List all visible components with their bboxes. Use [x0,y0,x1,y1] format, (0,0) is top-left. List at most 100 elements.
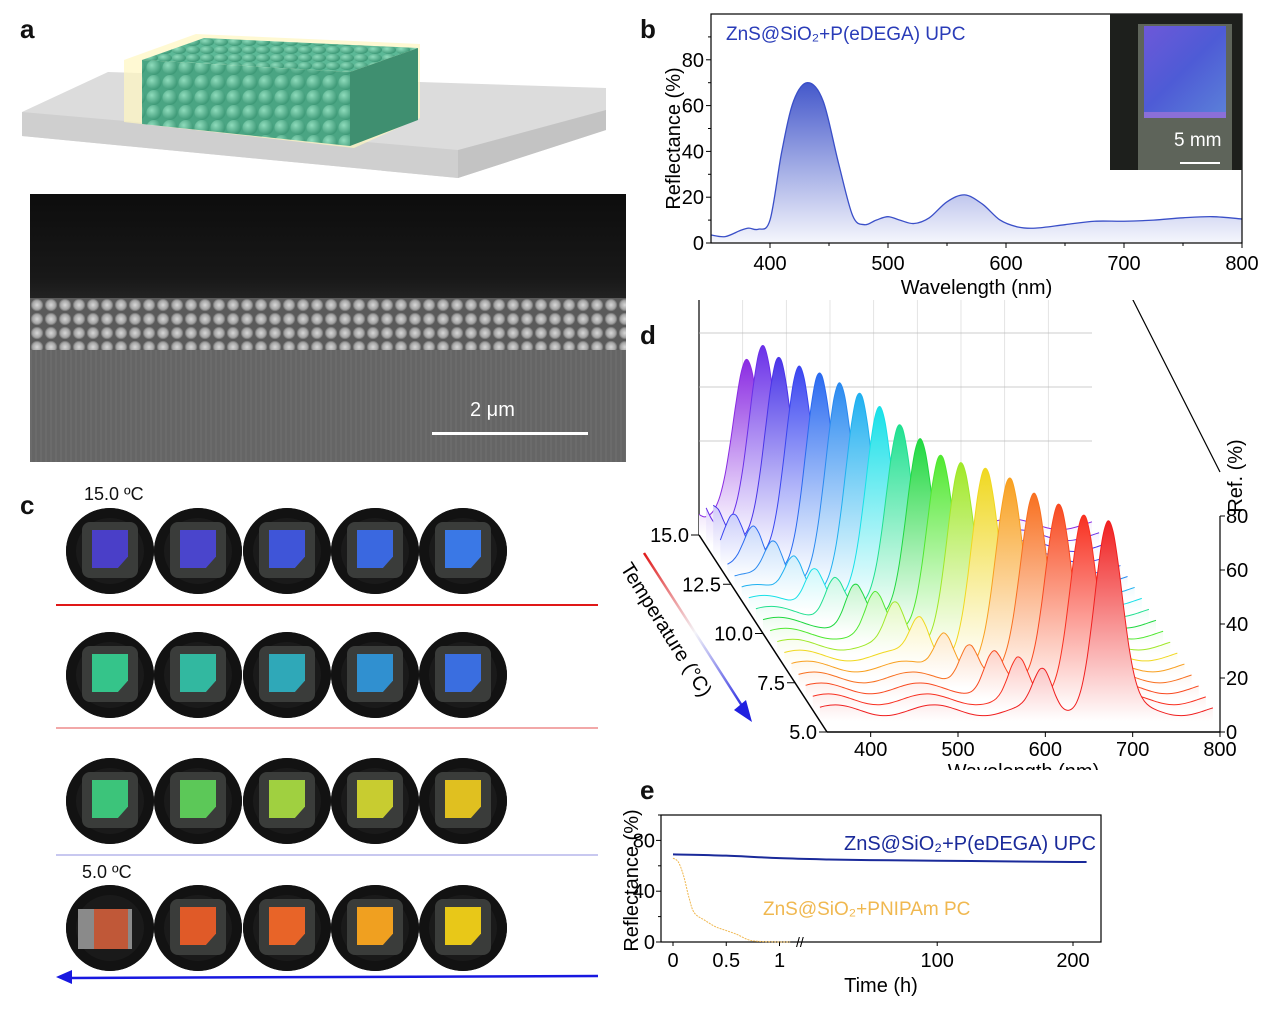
sem-cross-section-image: 2 μm [30,194,626,462]
sample-dish-photo [243,508,331,594]
spectrum-line [710,82,1243,238]
chart-d: 400 500 600 700 800 5.0 7.5 10.0 12.5 15.0 0 20 40 60… [620,300,1248,770]
x-axis-label: Wavelength (nm) [901,277,1053,299]
colored-film [92,530,128,568]
chart-b: 400 500 600 700 800 0 20 40 60 80 Wavelength (nm) R… [663,13,1259,299]
temperature-tick-label: 7.5 [757,673,785,695]
x-tick-label: 500 [941,739,974,761]
sphere-layer-front [142,60,350,146]
sample-dish-photo [243,885,331,971]
z-tick-label: 20 [1226,668,1248,690]
axis-break-icon: // [796,934,804,950]
colored-film [269,530,305,568]
colored-film [92,654,128,692]
sample-dish-photo [66,632,154,718]
sem-background [30,194,626,298]
sample-dish-photo [419,508,507,594]
temperature-photo-grid: 15.0 ºC 5.0 ºC [0,480,620,1012]
colored-film [269,654,305,692]
z-tick-label: 0 [1226,722,1237,744]
sample-dish-photo [66,758,154,844]
inset-scale-bar [1180,162,1220,164]
panel-label-b: b [640,14,656,44]
panel-label-d: d [640,320,656,350]
serpentine-arrow [55,604,599,984]
panel-label-a: a [20,14,35,44]
spectrum-fill [791,478,1185,678]
series-line [672,857,791,943]
x-tick-label: 600 [1029,739,1062,761]
colored-film [445,780,481,818]
sem-substrate [30,350,626,462]
colored-film [180,654,216,692]
glass-substrate-side [458,110,606,178]
sample-dish-photo [331,758,419,844]
series-line [672,853,1087,864]
x-tick-label: 600 [989,253,1022,275]
panel-label-c: c [20,490,35,520]
sphere-layer-side [350,48,418,146]
x-tick-label: 500 [871,253,904,275]
colored-film [445,654,481,692]
chart-e: 0 40 80 0 0.5 1 100 200 // Time (h) Reflectance (%… [621,809,1102,997]
temperature-direction-arrow [642,552,748,713]
plot-frame [660,814,1102,943]
inset-scale-label: 5 mm [1174,130,1222,151]
series-label: ZnS@SiO₂+P(eDEGA) UPC [844,833,1096,855]
sample-dish-photo [419,758,507,844]
y-tick-label: 0 [644,932,655,954]
y-tick-label: 80 [633,830,655,852]
spectrum-fill [819,520,1213,722]
colored-film [94,909,128,949]
x-axis-label: Time (h) [844,975,918,997]
y-tick-label: 40 [682,141,704,163]
x-tick-label: 100 [921,950,954,972]
x-axis-label: Wavelength (nm) [948,761,1100,770]
sample-dish-photo [419,632,507,718]
sample-photo-inset: 5 mm [1110,14,1242,170]
y-tick-label: 0 [693,233,704,255]
colored-film [180,780,216,818]
x-tick-label: 1 [774,950,785,972]
colored-film [445,530,481,568]
sample-dish-photo [243,632,331,718]
sample-dish-photo [419,885,507,971]
y-tick-label: 40 [633,881,655,903]
start-temperature-label: 15.0 ºC [84,484,144,504]
y-tick-label: 20 [682,187,704,209]
sem-scale-bar [432,432,588,435]
colored-film [269,907,305,945]
series-annotation: ZnS@SiO₂+P(eDEGA) UPC [726,24,965,45]
photonic-crystal-schematic [22,34,606,178]
temperature-tick-label: 15.0 [650,525,689,547]
spectrum-area [711,82,1242,243]
x-tick-label: 700 [1107,253,1140,275]
colored-film [357,530,393,568]
x-tick-label: 700 [1116,739,1149,761]
series-label: ZnS@SiO₂+PNIPAm PC [763,899,970,920]
colored-film [92,780,128,818]
panel-label-e: e [640,775,655,805]
temperature-tick-label: 10.0 [714,624,753,646]
sample-dish-photo [243,758,331,844]
sphere-layer-top [142,38,418,72]
colored-film [269,780,305,818]
z-tick-label: 40 [1226,614,1248,636]
glass-substrate-front [22,112,458,178]
sem-particle-layer [30,298,626,350]
sample-dish-photo [154,632,242,718]
colored-film [180,530,216,568]
y-axis-label: Reflectance (%) [621,809,643,951]
sample-dish-photo [331,632,419,718]
sample-dish-photo [66,508,154,594]
x-tick-label: 0 [667,950,678,972]
x-tick-label: 200 [1056,950,1089,972]
arrow-head-icon [734,700,752,722]
colored-film [445,907,481,945]
z-axis-label: Ref. (%) [1225,439,1247,512]
colored-film [357,780,393,818]
y-tick-label: 80 [682,50,704,72]
arrow-segment [69,974,599,980]
spectrum-fill [784,468,1178,667]
back-frame [698,300,1221,535]
